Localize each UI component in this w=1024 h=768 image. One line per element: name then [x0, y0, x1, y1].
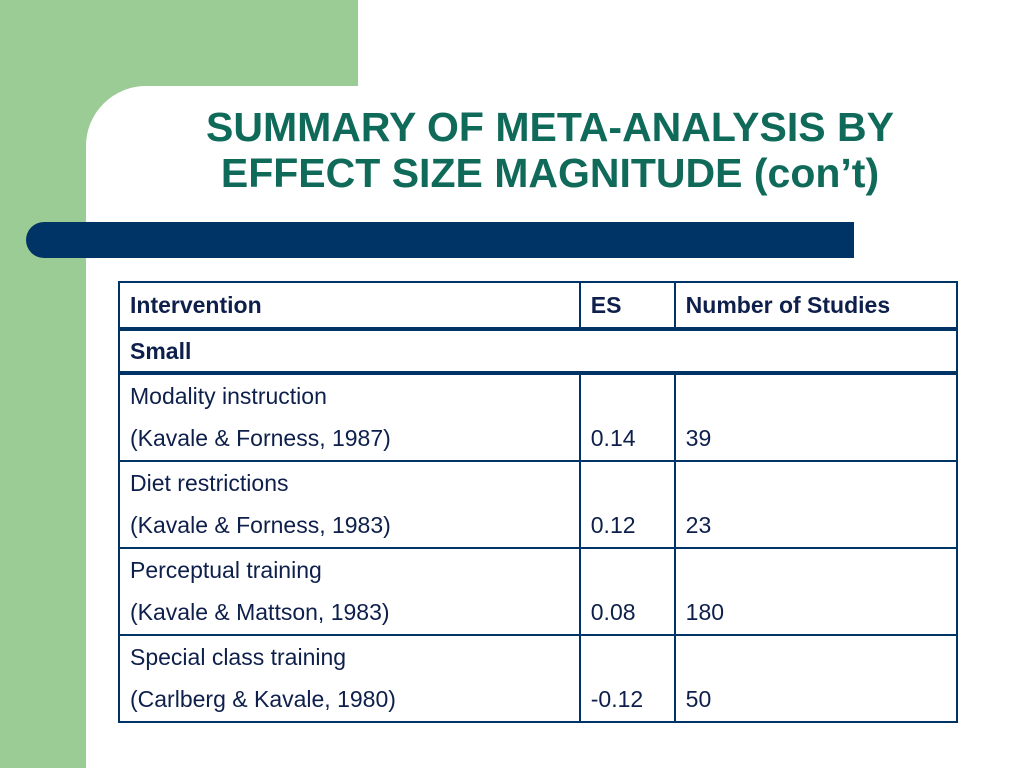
slide-title-line-1: SUMMARY OF META-ANALYSIS BY	[206, 104, 894, 150]
studies-cell: 23	[673, 460, 959, 549]
background-green-band-top	[0, 0, 358, 86]
es-value: 0.14	[590, 425, 636, 451]
intervention-cell: Modality instruction (Kavale & Forness, …	[118, 372, 581, 462]
header-intervention: Intervention	[118, 281, 581, 331]
es-value: -0.12	[590, 686, 644, 712]
es-value: 0.08	[590, 599, 636, 625]
es-value: 0.12	[590, 512, 636, 538]
intervention-name: Modality instruction	[130, 383, 327, 409]
es-cell: 0.12	[578, 460, 676, 549]
intervention-citation: (Carlberg & Kavale, 1980)	[130, 686, 396, 712]
category-label: Small	[118, 328, 958, 375]
intervention-citation: (Kavale & Forness, 1983)	[130, 512, 391, 538]
studies-cell: 39	[673, 372, 959, 462]
header-number-of-studies: Number of Studies	[673, 281, 959, 331]
studies-value: 39	[685, 425, 712, 451]
header-es: ES	[578, 281, 676, 331]
es-cell: -0.12	[578, 634, 676, 723]
decorative-divider-bar	[26, 222, 854, 258]
studies-value: 180	[685, 599, 725, 625]
table-row: Modality instruction (Kavale & Forness, …	[118, 372, 959, 462]
background-green-band-left	[0, 0, 86, 768]
table-row: Perceptual training (Kavale & Mattson, 1…	[118, 547, 959, 636]
intervention-citation: (Kavale & Forness, 1987)	[130, 425, 391, 451]
intervention-cell: Diet restrictions (Kavale & Forness, 198…	[118, 460, 581, 549]
meta-analysis-table: Intervention ES Number of Studies Small …	[118, 281, 959, 723]
es-cell: 0.14	[578, 372, 676, 462]
table-header-row: Intervention ES Number of Studies	[118, 281, 959, 331]
studies-value: 23	[685, 512, 712, 538]
intervention-citation: (Kavale & Mattson, 1983)	[130, 599, 390, 625]
slide-title: SUMMARY OF META-ANALYSIS BY EFFECT SIZE …	[120, 104, 980, 196]
table-category-row: Small	[118, 328, 958, 375]
studies-value: 50	[685, 686, 712, 712]
intervention-name: Diet restrictions	[130, 470, 289, 496]
intervention-cell: Special class training (Carlberg & Kaval…	[118, 634, 581, 723]
intervention-cell: Perceptual training (Kavale & Mattson, 1…	[118, 547, 581, 636]
intervention-name: Special class training	[130, 644, 347, 670]
slide-title-line-2: EFFECT SIZE MAGNITUDE (con’t)	[220, 150, 880, 196]
table-row: Diet restrictions (Kavale & Forness, 198…	[118, 460, 959, 549]
intervention-name: Perceptual training	[130, 557, 322, 583]
studies-cell: 50	[673, 634, 959, 723]
table-row: Special class training (Carlberg & Kaval…	[118, 634, 959, 723]
studies-cell: 180	[673, 547, 959, 636]
es-cell: 0.08	[578, 547, 676, 636]
